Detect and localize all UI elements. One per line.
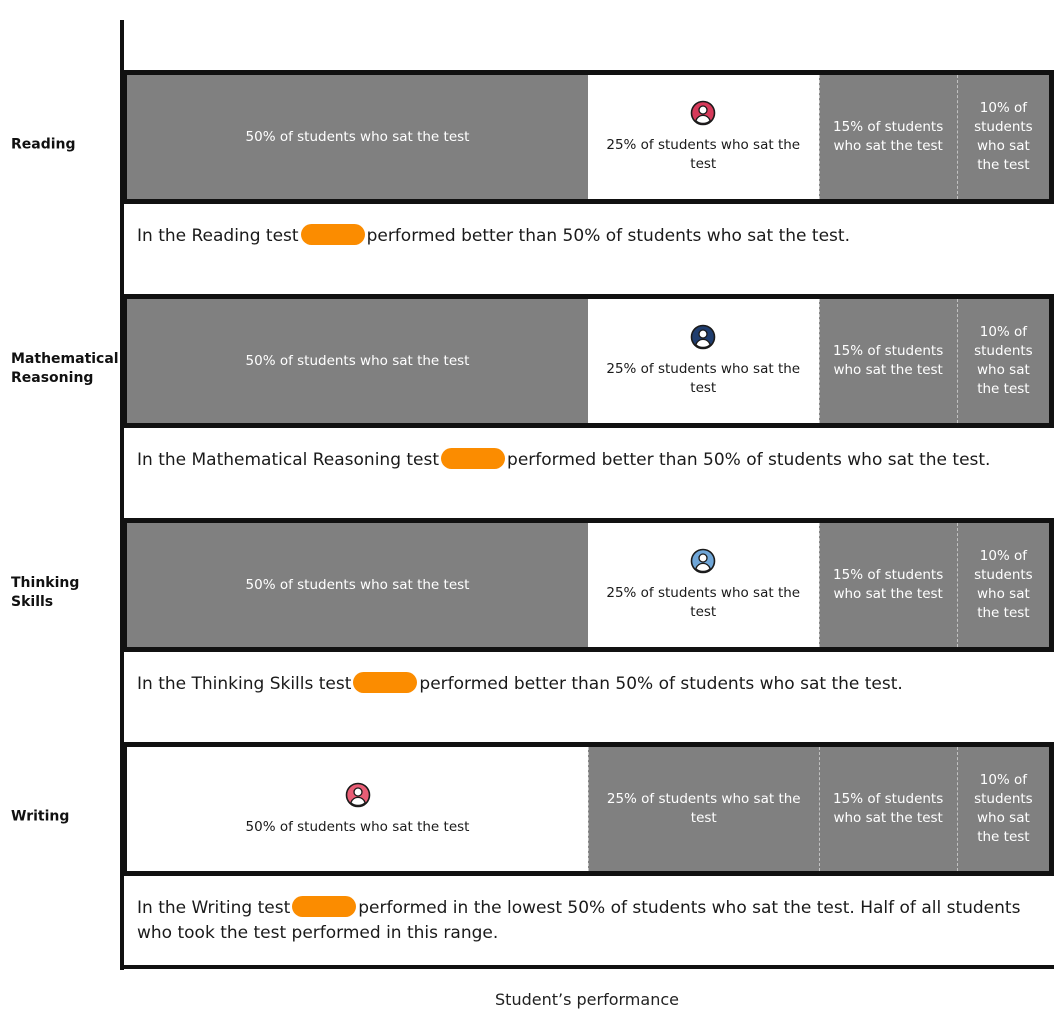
student-icon xyxy=(690,548,716,574)
student-icon xyxy=(690,324,716,350)
segment-label: 50% of students who sat the test xyxy=(245,576,470,593)
caption-text-before: In the Thinking Skills test xyxy=(137,674,352,694)
redacted-name xyxy=(292,896,357,917)
caption-mathematical-reasoning: In the Mathematical Reasoning test perfor… xyxy=(137,448,1037,473)
segment-label: 10% of students who sat the test xyxy=(974,324,1033,397)
performance-band-thinking-skills: 50% of students who sat the test 25% of s… xyxy=(122,518,1054,652)
student-icon xyxy=(345,782,371,808)
student-icon xyxy=(690,100,716,126)
segment-15-percent: 15% of students who sat the test xyxy=(818,75,957,199)
performance-band-reading: 50% of students who sat the test 25% of s… xyxy=(122,70,1054,204)
caption-text-after: performed better than 50% of students wh… xyxy=(419,674,903,694)
segment-label: 50% of students who sat the test xyxy=(245,818,470,835)
segment-label: 10% of students who sat the test xyxy=(974,100,1033,173)
segment-label: 15% of students who sat the test xyxy=(833,343,944,378)
caption-text-before: In the Writing test xyxy=(137,898,291,918)
performance-band-writing: 50% of students who sat the test 25% of s… xyxy=(122,742,1054,876)
segment-label: 15% of students who sat the test xyxy=(833,119,944,154)
redacted-name xyxy=(353,672,418,693)
performance-band-mathematical-reasoning: 50% of students who sat the test 25% of s… xyxy=(122,294,1054,428)
segment-label: 50% of students who sat the test xyxy=(245,128,470,145)
segment-label: 15% of students who sat the test xyxy=(833,567,944,602)
caption-writing: In the Writing test performed in the lowe… xyxy=(137,896,1037,946)
caption-thinking-skills: In the Thinking Skills test performed bet… xyxy=(137,672,1037,697)
caption-text-after: performed in the lowest 50% of students … xyxy=(137,898,1021,943)
row-label-mathematical-reasoning: Mathematical Reasoning xyxy=(11,351,119,386)
segment-15-percent: 15% of students who sat the test xyxy=(818,299,957,423)
segment-label: 25% of students who sat the test xyxy=(606,585,801,620)
segment-25-percent: 25% of students who sat the test xyxy=(588,75,819,199)
segment-25-percent: 25% of students who sat the test xyxy=(588,747,819,871)
segment-25-percent: 25% of students who sat the test xyxy=(588,299,819,423)
x-axis-line xyxy=(120,965,1054,969)
segment-label: 25% of students who sat the test xyxy=(606,137,801,172)
caption-text-after: performed better than 50% of students wh… xyxy=(366,226,850,246)
caption-text-before: In the Reading test xyxy=(137,226,299,246)
segment-50-percent: 50% of students who sat the test xyxy=(127,523,588,647)
segment-10-percent: 10% of students who sat the test xyxy=(956,747,1049,871)
caption-text-before: In the Mathematical Reasoning test xyxy=(137,450,440,470)
segment-50-percent: 50% of students who sat the test xyxy=(127,299,588,423)
segment-label: 15% of students who sat the test xyxy=(833,791,944,826)
x-axis-label: Student’s performance xyxy=(495,990,679,1009)
caption-text-after: performed better than 50% of students wh… xyxy=(507,450,991,470)
segment-15-percent: 15% of students who sat the test xyxy=(818,747,957,871)
segment-15-percent: 15% of students who sat the test xyxy=(818,523,957,647)
redacted-name xyxy=(441,448,506,469)
segment-label: 25% of students who sat the test xyxy=(606,791,801,826)
row-label-writing: Writing xyxy=(11,808,70,825)
row-label-reading: Reading xyxy=(11,136,76,153)
segment-10-percent: 10% of students who sat the test xyxy=(956,523,1049,647)
redacted-name xyxy=(300,224,365,245)
segment-label: 50% of students who sat the test xyxy=(245,352,470,369)
row-label-thinking-skills: Thinking Skills xyxy=(11,575,80,610)
segment-25-percent: 25% of students who sat the test xyxy=(588,523,819,647)
segment-50-percent: 50% of students who sat the test xyxy=(127,75,588,199)
caption-reading: In the Reading test performed better than… xyxy=(137,224,1037,249)
segment-10-percent: 10% of students who sat the test xyxy=(956,75,1049,199)
segment-50-percent: 50% of students who sat the test xyxy=(127,747,588,871)
y-axis-line xyxy=(120,20,124,970)
segment-label: 25% of students who sat the test xyxy=(606,361,801,396)
segment-label: 10% of students who sat the test xyxy=(974,548,1033,621)
segment-label: 10% of students who sat the test xyxy=(974,772,1033,845)
segment-10-percent: 10% of students who sat the test xyxy=(956,299,1049,423)
